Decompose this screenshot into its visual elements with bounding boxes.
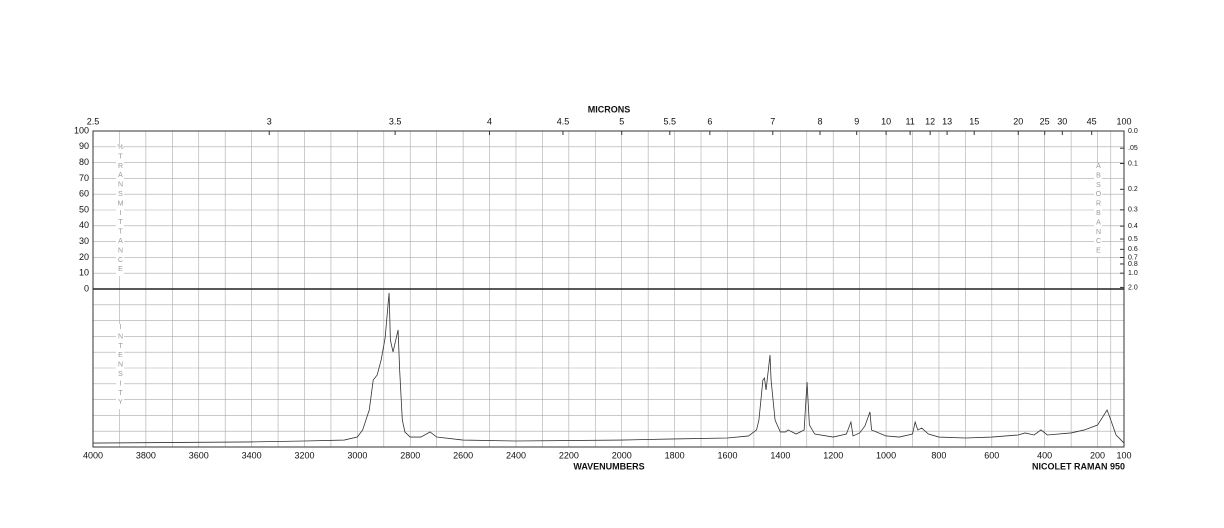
x-tick-label: 3000 bbox=[347, 450, 367, 460]
absorbance-label: ABSORBANCE bbox=[1094, 163, 1102, 257]
y2-tick-label: .05 bbox=[1128, 145, 1138, 152]
micron-tick-label: 45 bbox=[1087, 116, 1097, 126]
x-tick-label: 3400 bbox=[242, 450, 262, 460]
y2-tick-label: 2.0 bbox=[1128, 284, 1138, 291]
x-tick-label: 800 bbox=[931, 450, 946, 460]
x-tick-label: 3600 bbox=[189, 450, 209, 460]
micron-tick-label: 7 bbox=[770, 116, 775, 126]
y-tick-label: 70 bbox=[79, 173, 89, 183]
x-tick-label: 3200 bbox=[294, 450, 314, 460]
y2-tick-label: 0.6 bbox=[1128, 246, 1138, 253]
micron-tick-label: 25 bbox=[1040, 116, 1050, 126]
y-tick-label: 10 bbox=[79, 268, 89, 278]
x-tick-label: 2400 bbox=[506, 450, 526, 460]
x-tick-label: 2800 bbox=[400, 450, 420, 460]
micron-tick-label: 8 bbox=[817, 116, 822, 126]
micron-tick-label: 10 bbox=[881, 116, 891, 126]
micron-tick-label: 13 bbox=[942, 116, 952, 126]
instrument-label: NICOLET RAMAN 950 bbox=[1032, 461, 1125, 471]
x-tick-label: 2600 bbox=[453, 450, 473, 460]
x-tick-label: 400 bbox=[1037, 450, 1052, 460]
x-tick-label: 200 bbox=[1090, 450, 1105, 460]
x-axis-title: WAVENUMBERS bbox=[573, 461, 644, 471]
x-tick-label: 1400 bbox=[770, 450, 790, 460]
y-tick-label: 40 bbox=[79, 220, 89, 230]
y2-tick-label: 0.1 bbox=[1128, 160, 1138, 167]
x-tick-label: 4000 bbox=[83, 450, 103, 460]
micron-tick-label: 11 bbox=[905, 116, 914, 126]
y2-tick-label: 0.0 bbox=[1128, 128, 1138, 135]
micron-tick-label: 6 bbox=[707, 116, 712, 126]
micron-tick-label: 5 bbox=[619, 116, 624, 126]
x-tick-label: 100 bbox=[1116, 450, 1131, 460]
y2-tick-label: 0.3 bbox=[1128, 207, 1138, 214]
y2-tick-label: 0.5 bbox=[1128, 236, 1138, 243]
y2-tick-label: 0.4 bbox=[1128, 223, 1138, 230]
micron-tick-label: 30 bbox=[1057, 116, 1067, 126]
transmittance-label: %TRANSMITTANCE bbox=[116, 144, 124, 276]
micron-tick-label: 2.5 bbox=[87, 116, 100, 126]
y-tick-label: 80 bbox=[79, 157, 89, 167]
micron-tick-label: 15 bbox=[969, 116, 979, 126]
y2-tick-label: 0.7 bbox=[1128, 254, 1138, 261]
micron-tick-label: 5.5 bbox=[664, 116, 677, 126]
y-tick-label: 100 bbox=[74, 125, 89, 135]
y2-tick-label: 1.0 bbox=[1128, 270, 1138, 277]
x-tick-label: 600 bbox=[984, 450, 999, 460]
x-tick-label: 1200 bbox=[823, 450, 843, 460]
intensity-label: INTENSITY bbox=[116, 324, 124, 409]
micron-tick-label: 9 bbox=[854, 116, 859, 126]
x-tick-label: 1000 bbox=[876, 450, 896, 460]
y-tick-label: 50 bbox=[79, 204, 89, 214]
y-tick-label: 20 bbox=[79, 252, 89, 262]
y2-tick-label: 0.2 bbox=[1128, 186, 1138, 193]
micron-tick-label: 3.5 bbox=[389, 116, 402, 126]
y-tick-label: 90 bbox=[79, 141, 89, 151]
y2-tick-label: 0.8 bbox=[1128, 261, 1138, 268]
x-tick-label: 1600 bbox=[717, 450, 737, 460]
micron-tick-label: 100 bbox=[1116, 116, 1131, 126]
y-tick-label: 60 bbox=[79, 189, 89, 199]
micron-axis-title: MICRONS bbox=[588, 104, 631, 114]
micron-tick-label: 20 bbox=[1013, 116, 1023, 126]
micron-tick-label: 12 bbox=[925, 116, 935, 126]
y-tick-label: 30 bbox=[79, 236, 89, 246]
spectrum-line bbox=[92, 292, 1125, 444]
x-tick-label: 2000 bbox=[612, 450, 632, 460]
micron-tick-label: 3 bbox=[267, 116, 272, 126]
x-tick-label: 1800 bbox=[665, 450, 685, 460]
y-tick-label: 0 bbox=[84, 283, 89, 293]
x-tick-label: 2200 bbox=[559, 450, 579, 460]
micron-tick-label: 4 bbox=[487, 116, 492, 126]
micron-tick-label: 4.5 bbox=[557, 116, 570, 126]
x-tick-label: 3800 bbox=[136, 450, 156, 460]
